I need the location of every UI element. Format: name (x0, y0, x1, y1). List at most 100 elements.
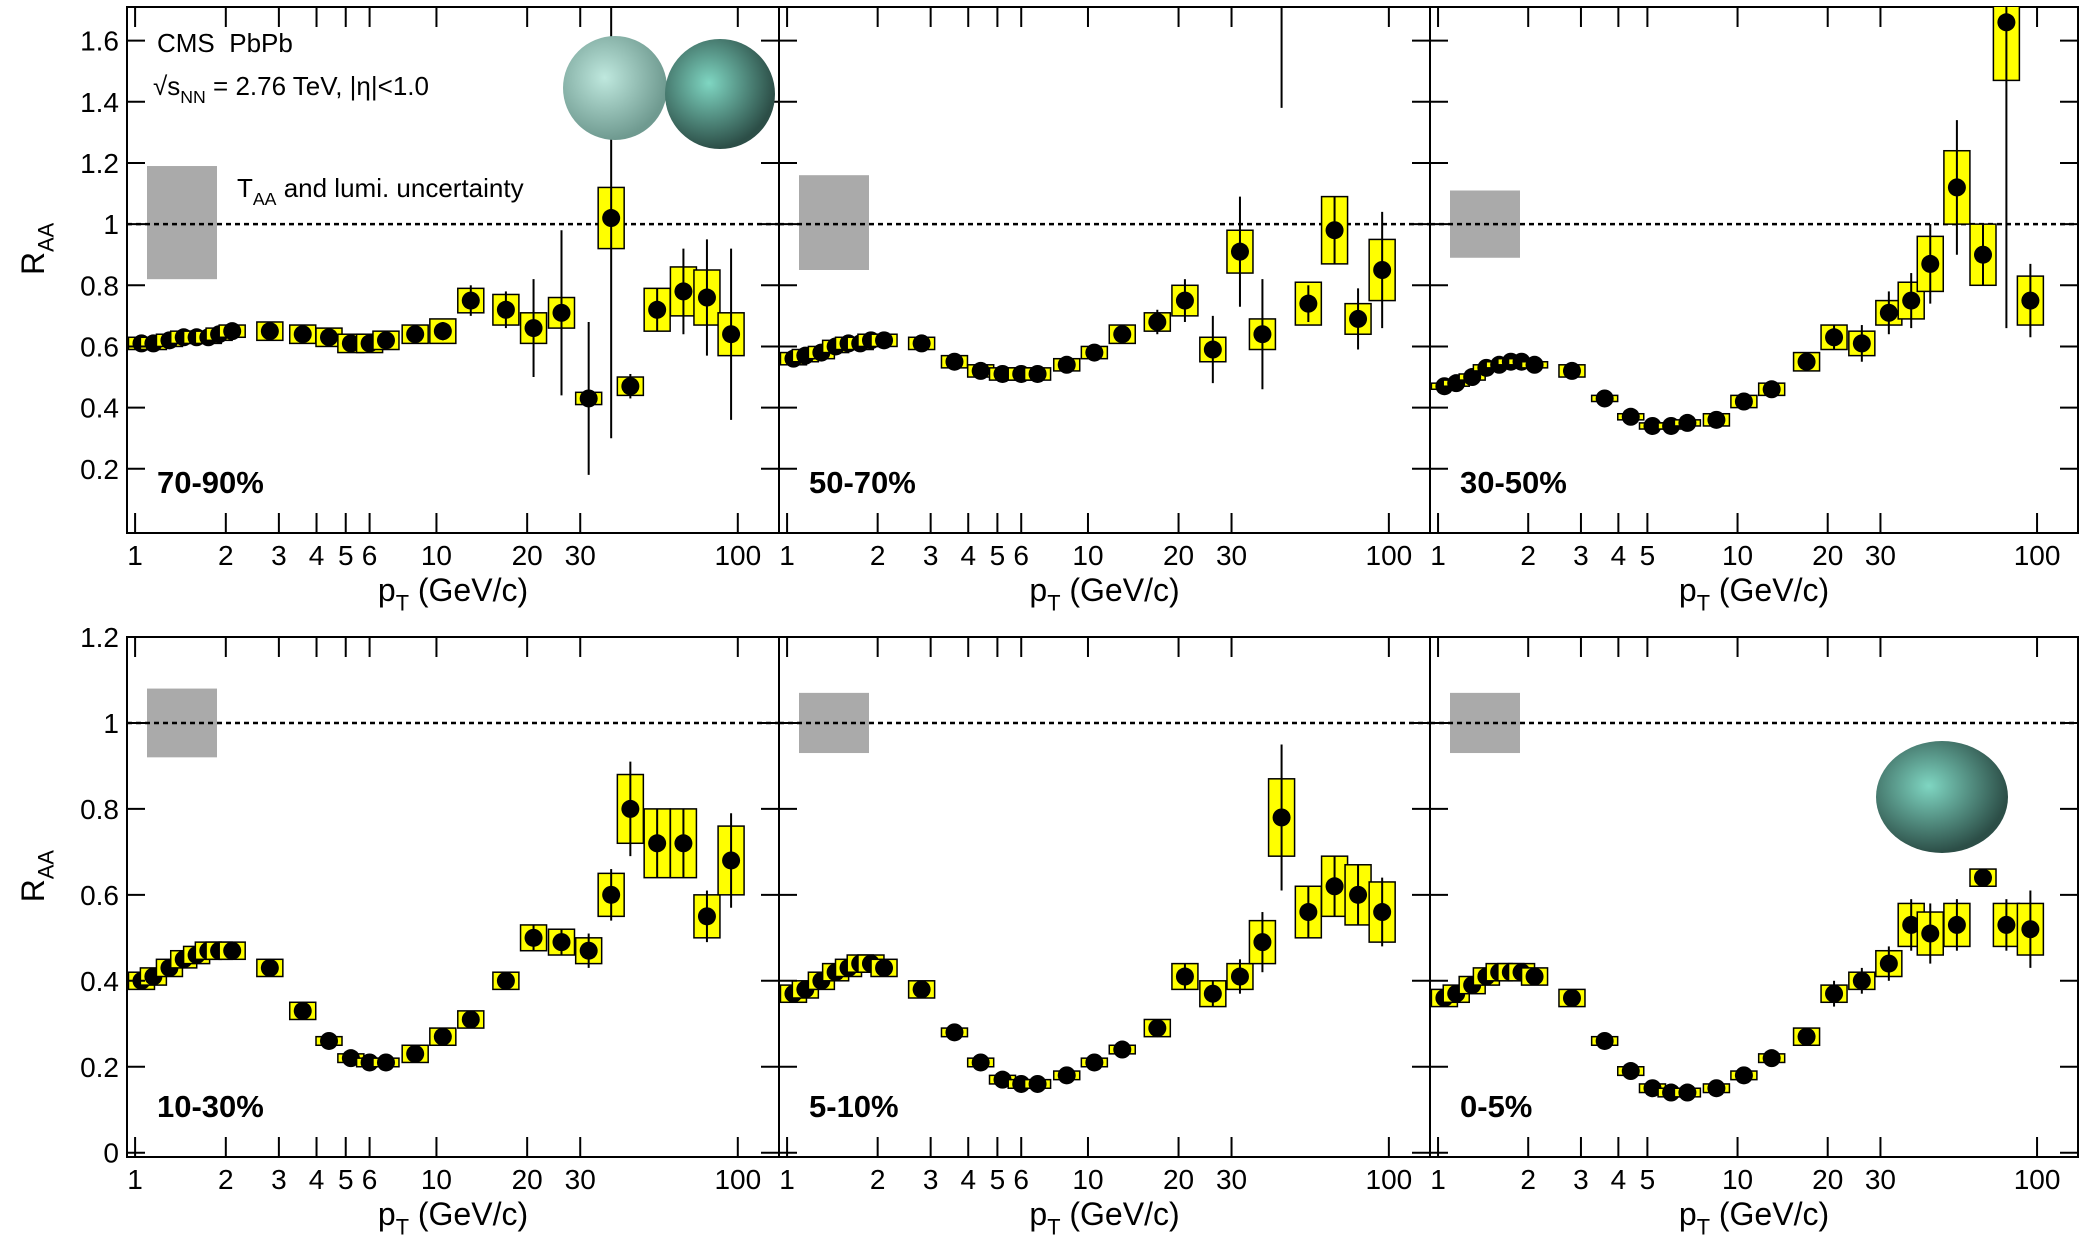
x-tick-label: 5 (990, 1164, 1006, 1195)
x-tick-label: 100 (714, 1164, 761, 1195)
marker (1852, 334, 1871, 353)
marker (223, 322, 242, 341)
x-tick-label: 100 (2014, 1164, 2061, 1195)
x-axis-label-part: (GeV/c) (1060, 572, 1179, 608)
x-axis-label-part: p (1029, 572, 1047, 608)
marker (1595, 389, 1614, 408)
x-tick-label: 100 (1366, 540, 1413, 571)
y-tick-label: 1 (103, 209, 119, 240)
marker (1974, 868, 1993, 887)
y-tick-label: 0.4 (80, 393, 119, 424)
marker (461, 291, 480, 310)
nucleus-icon (665, 39, 775, 149)
y-tick-label: 0.2 (80, 1052, 119, 1083)
centrality-label: 5-10% (809, 1089, 899, 1124)
marker (496, 971, 515, 990)
marker (1707, 410, 1726, 429)
marker (1028, 364, 1047, 383)
x-axis-label: pT (GeV/c) (1679, 572, 1829, 616)
marker (1299, 294, 1318, 313)
x-tick-label: 10 (1722, 540, 1753, 571)
x-axis-label-part: (GeV/c) (1710, 1196, 1829, 1232)
x-tick-label: 3 (1573, 1164, 1589, 1195)
x-tick-label: 4 (309, 540, 325, 571)
x-tick-label: 1 (1430, 1164, 1446, 1195)
x-tick-label: 6 (362, 1164, 378, 1195)
centrality-label: 70-90% (157, 465, 264, 500)
marker (1997, 915, 2016, 934)
x-tick-label: 2 (870, 540, 886, 571)
norm-band (799, 175, 869, 270)
y-tick-label: 0 (103, 1138, 119, 1169)
marker (376, 1053, 395, 1072)
marker (945, 1023, 964, 1042)
marker (1678, 1083, 1697, 1102)
marker (1113, 1040, 1132, 1059)
marker (912, 980, 931, 999)
marker (2021, 291, 2040, 310)
marker (1525, 967, 1544, 986)
marker (1678, 413, 1697, 432)
marker (1902, 915, 1921, 934)
x-axis-label-part: T (1697, 591, 1710, 616)
x-tick-label: 2 (870, 1164, 886, 1195)
marker (1253, 325, 1272, 344)
marker (1947, 178, 1966, 197)
x-tick-label: 4 (1611, 1164, 1627, 1195)
marker (1175, 291, 1194, 310)
marker (1085, 1053, 1104, 1072)
marker (320, 1031, 339, 1050)
x-tick-label: 4 (960, 1164, 976, 1195)
x-axis-label-part: p (378, 572, 396, 608)
marker (2021, 920, 2040, 939)
marker (1028, 1074, 1047, 1093)
x-axis-label-part: p (1679, 1196, 1697, 1232)
marker (621, 377, 640, 396)
marker (433, 322, 452, 341)
band-note-part: AA (253, 189, 277, 209)
norm-band (147, 166, 217, 280)
marker (1230, 242, 1249, 261)
marker (697, 907, 716, 926)
marker (1825, 984, 1844, 1003)
x-tick-label: 10 (421, 1164, 452, 1195)
x-axis-label-part: p (1679, 572, 1697, 608)
marker (875, 958, 894, 977)
y-tick-label: 0.6 (80, 880, 119, 911)
marker (260, 322, 279, 341)
x-tick-label: 4 (309, 1164, 325, 1195)
x-tick-label: 3 (923, 1164, 939, 1195)
x-tick-label: 10 (421, 540, 452, 571)
marker (993, 364, 1012, 383)
marker (552, 303, 571, 322)
marker (1175, 967, 1194, 986)
marker (648, 300, 667, 319)
x-tick-label: 10 (1722, 1164, 1753, 1195)
y-tick-label: 1.2 (80, 622, 119, 653)
marker (602, 885, 621, 904)
x-tick-label: 2 (1520, 1164, 1536, 1195)
nucleus-icon (563, 36, 667, 140)
marker (1148, 1019, 1167, 1038)
band-note-part: and lumi. uncertainty (276, 173, 523, 203)
x-tick-label: 20 (1163, 540, 1194, 571)
marker (461, 1010, 480, 1029)
marker (341, 1049, 360, 1068)
x-tick-label: 20 (1812, 1164, 1843, 1195)
marker (341, 334, 360, 353)
marker (1253, 933, 1272, 952)
x-tick-label: 6 (362, 540, 378, 571)
nucleus-icon (1876, 741, 2008, 853)
x-tick-label: 100 (1366, 1164, 1413, 1195)
marker (1879, 954, 1898, 973)
x-axis-label-part: T (1047, 1215, 1060, 1240)
x-tick-label: 1 (127, 1164, 143, 1195)
marker (697, 288, 716, 307)
x-tick-label: 3 (923, 540, 939, 571)
marker (1643, 416, 1662, 435)
x-axis-label-part: T (1047, 591, 1060, 616)
energy-label: √sNN = 2.76 TeV, |η|<1.0 (153, 71, 429, 107)
marker (1373, 261, 1392, 279)
